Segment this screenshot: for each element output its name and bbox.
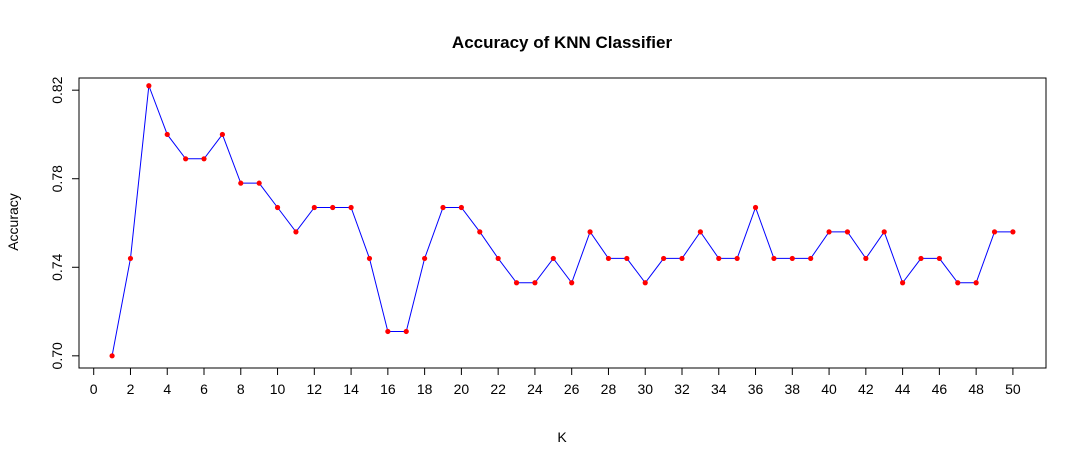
data-point (752, 204, 759, 211)
data-point (550, 255, 556, 262)
x-tick-label: 14 (343, 381, 359, 397)
series-points-group (109, 83, 1016, 359)
data-point (440, 204, 446, 211)
data-point (348, 204, 354, 211)
data-point (109, 353, 115, 359)
data-point (1010, 229, 1016, 235)
data-point (863, 255, 869, 262)
data-point (881, 229, 887, 235)
data-point (127, 255, 134, 262)
data-point (642, 280, 648, 286)
accuracy-line (111, 85, 1013, 356)
data-point (716, 255, 722, 262)
data-point (826, 229, 832, 235)
data-point (422, 255, 428, 262)
x-tick-label: 16 (380, 381, 396, 397)
x-axis-label: K (557, 429, 567, 445)
y-axis-label: Accuracy (5, 193, 21, 251)
x-tick-label: 28 (601, 381, 617, 397)
x-tick-label: 0 (90, 381, 98, 397)
x-tick-label: 22 (490, 381, 506, 397)
data-point (164, 131, 170, 138)
x-tick-label: 24 (527, 381, 543, 397)
data-point (697, 229, 703, 235)
x-axis: 0 2 4 6 8 10 12 14 16 18 20 22 24 26 28 30 32 34 36 38 40 42 4… (90, 367, 1021, 397)
y-tick-label: 0.82 (49, 76, 65, 103)
data-point (973, 280, 979, 286)
x-tick-label: 46 (932, 381, 948, 397)
data-point (183, 156, 189, 162)
x-tick-label: 8 (237, 381, 245, 397)
data-point (661, 255, 667, 262)
data-point (918, 255, 924, 262)
data-point (513, 280, 520, 286)
x-tick-label: 10 (270, 381, 286, 397)
y-tick-label: 0.78 (49, 165, 65, 192)
data-point (256, 180, 262, 186)
x-tick-label: 12 (307, 381, 323, 397)
data-point (569, 280, 575, 286)
y-tick-label: 0.74 (49, 253, 65, 280)
data-point (311, 204, 317, 211)
data-point (219, 131, 225, 138)
series-line-group (111, 85, 1013, 356)
data-point (844, 229, 851, 235)
y-axis: 0.70 0.74 0.78 0.82 (49, 76, 80, 369)
x-tick-label: 32 (674, 381, 690, 397)
data-point (477, 229, 483, 235)
data-point (624, 255, 630, 262)
x-tick-label: 40 (821, 381, 837, 397)
y-tick-label: 0.70 (49, 342, 65, 369)
data-point (808, 255, 814, 262)
x-tick-label: 30 (637, 381, 653, 397)
x-tick-label: 26 (564, 381, 580, 397)
data-point (771, 255, 777, 262)
data-point (955, 280, 961, 286)
data-point (991, 229, 998, 235)
data-point (900, 280, 906, 286)
data-point (330, 204, 336, 211)
x-tick-label: 44 (895, 381, 911, 397)
data-point (403, 328, 409, 335)
chart-title: Accuracy of KNN Classifier (452, 33, 673, 52)
data-point (495, 255, 501, 262)
data-point (238, 180, 244, 186)
x-tick-label: 4 (163, 381, 171, 397)
data-point (458, 204, 464, 211)
data-point (385, 328, 391, 335)
data-point (734, 255, 740, 262)
x-tick-label: 50 (1005, 381, 1021, 397)
data-point (532, 280, 538, 286)
x-tick-label: 48 (968, 381, 984, 397)
x-tick-label: 6 (200, 381, 208, 397)
data-point (274, 204, 281, 211)
data-point (605, 255, 612, 262)
data-point (679, 255, 685, 262)
x-tick-label: 34 (711, 381, 727, 397)
data-point (366, 255, 373, 262)
data-point (936, 255, 942, 262)
data-point (293, 229, 299, 235)
data-point (146, 83, 152, 89)
x-tick-label: 18 (417, 381, 433, 397)
x-tick-label: 2 (127, 381, 135, 397)
data-point (201, 156, 207, 162)
x-tick-label: 36 (748, 381, 764, 397)
x-tick-label: 20 (454, 381, 470, 397)
data-point (587, 229, 593, 235)
data-point (789, 255, 795, 262)
plot-frame (78, 77, 1047, 369)
x-tick-label: 42 (858, 381, 874, 397)
x-tick-label: 38 (785, 381, 801, 397)
